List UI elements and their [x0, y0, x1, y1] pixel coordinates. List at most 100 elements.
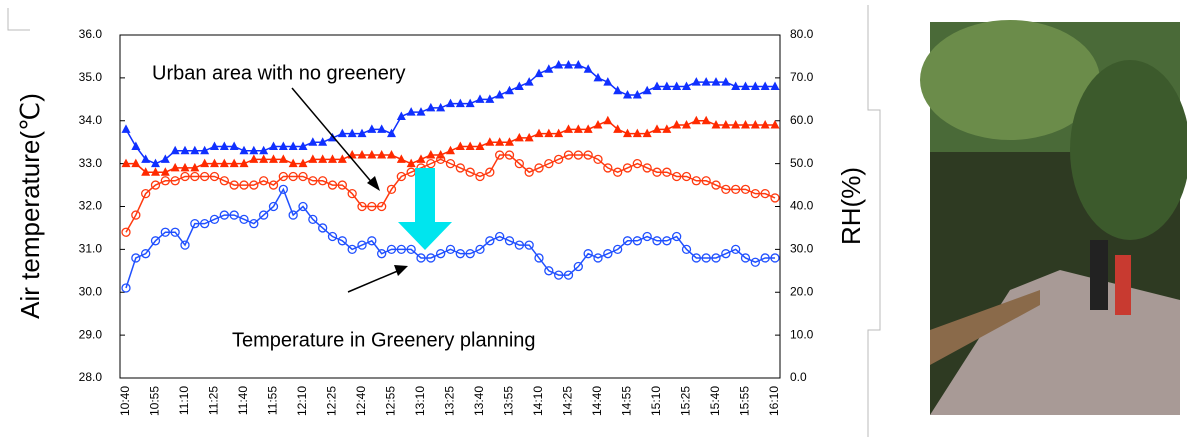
point [632, 128, 642, 138]
point [622, 163, 633, 173]
point [475, 141, 485, 150]
x-tick-label: 11:55 [266, 386, 280, 415]
point [583, 64, 593, 73]
point [268, 180, 279, 190]
point [573, 124, 583, 133]
y2-tick-label: 0.0 [790, 370, 807, 384]
point [721, 120, 731, 129]
x-tick-label: 11:40 [236, 386, 250, 415]
corner-mark [7, 8, 30, 31]
point [455, 163, 465, 173]
point [170, 162, 180, 172]
point [701, 176, 711, 186]
point [239, 145, 249, 155]
point [160, 167, 170, 176]
point [308, 154, 318, 163]
point [465, 167, 475, 177]
x-tick-label: 11:10 [177, 386, 191, 415]
point [682, 120, 691, 129]
point [268, 201, 279, 212]
point [386, 184, 397, 195]
point [691, 77, 701, 86]
point [613, 124, 623, 133]
point [524, 77, 534, 86]
point [731, 81, 741, 90]
point [504, 150, 515, 160]
point [534, 163, 544, 173]
point [504, 236, 515, 246]
point [416, 107, 426, 116]
point [219, 176, 229, 186]
point [396, 171, 406, 182]
point [170, 145, 180, 155]
point [741, 120, 750, 129]
point [534, 128, 544, 138]
point [367, 150, 377, 159]
point [455, 141, 465, 150]
point [278, 171, 288, 182]
point [475, 171, 485, 182]
page-frame [7, 5, 881, 437]
point [662, 124, 672, 133]
y2-tick-label: 80.0 [790, 27, 814, 41]
y-tick-label: 36.0 [79, 27, 103, 41]
point [318, 137, 328, 146]
point [455, 98, 465, 108]
point [387, 150, 396, 159]
annotation-bg [230, 324, 662, 358]
point [613, 167, 623, 177]
point [377, 124, 387, 133]
point [170, 227, 180, 237]
point [288, 171, 298, 182]
point [426, 102, 436, 112]
point [760, 120, 770, 129]
drop-arrow [398, 168, 452, 250]
x-tick-label: 15:40 [708, 386, 722, 416]
point [406, 244, 416, 255]
point [672, 171, 682, 182]
plot-area: 28.0 29.0 30.0 31.0 32.0 33.0 34.0 35.0 36.0 0.0 1… [79, 27, 814, 416]
point [642, 231, 652, 242]
point [554, 128, 564, 138]
point [210, 158, 219, 168]
y2-tick-label: 50.0 [790, 156, 814, 170]
point [514, 132, 524, 142]
point [711, 77, 721, 86]
y2-tick-label: 20.0 [790, 284, 814, 298]
point [308, 214, 318, 225]
point [337, 154, 347, 163]
point [445, 244, 456, 255]
point [170, 176, 180, 186]
point [740, 184, 751, 195]
point [564, 124, 573, 133]
point [514, 240, 524, 250]
annotation-arrow [347, 269, 401, 293]
point [357, 201, 367, 212]
point [741, 81, 750, 90]
point [367, 201, 377, 212]
point [308, 137, 318, 146]
point [446, 145, 455, 155]
point [131, 253, 141, 263]
point [514, 81, 524, 90]
point [150, 180, 161, 190]
point [760, 188, 770, 199]
point [298, 141, 308, 150]
point [219, 210, 229, 220]
x-tick-label: 15:55 [738, 386, 752, 416]
point [259, 176, 269, 186]
point [544, 158, 554, 169]
point [721, 184, 731, 195]
point [652, 167, 662, 177]
point [623, 128, 632, 138]
point [249, 154, 259, 163]
point [347, 188, 357, 199]
point [632, 158, 642, 169]
y-tick-label: 32.0 [79, 199, 103, 213]
point [701, 77, 711, 86]
point [485, 236, 495, 246]
point [259, 145, 269, 155]
point [760, 81, 770, 90]
point [583, 249, 593, 259]
